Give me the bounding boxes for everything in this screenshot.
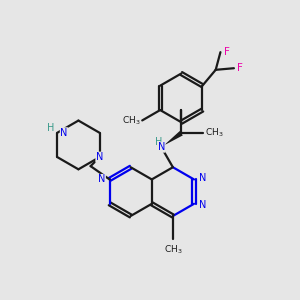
Text: H: H: [47, 123, 55, 133]
Text: H: H: [155, 137, 162, 147]
Text: F: F: [224, 47, 230, 57]
Text: CH$_3$: CH$_3$: [205, 127, 223, 140]
Text: F: F: [238, 63, 243, 73]
Text: CH$_3$: CH$_3$: [164, 244, 182, 256]
Text: N: N: [96, 152, 103, 162]
Text: N: N: [200, 173, 207, 183]
Text: N: N: [158, 142, 165, 152]
Text: N: N: [200, 200, 207, 210]
Text: N: N: [60, 128, 68, 138]
Text: N: N: [98, 174, 105, 184]
Text: CH$_3$: CH$_3$: [122, 114, 141, 127]
Polygon shape: [164, 131, 183, 146]
